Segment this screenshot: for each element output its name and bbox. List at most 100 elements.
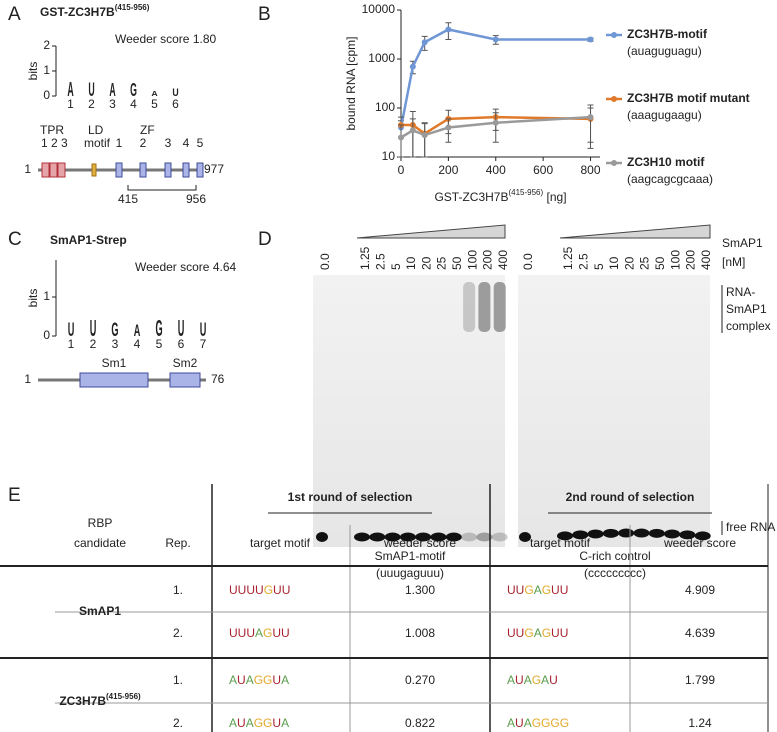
logo-position: 5 xyxy=(151,97,158,111)
logo-position: 1 xyxy=(68,337,75,351)
gel xyxy=(313,275,505,547)
weeder-score-cell: 0.822 xyxy=(405,716,435,730)
tpr-box xyxy=(57,162,66,178)
target-motif: UUUAGUU xyxy=(229,626,290,640)
logo-letter: U xyxy=(90,315,97,341)
sm-box xyxy=(169,372,201,388)
concentration-label: 5 xyxy=(389,263,403,270)
free-rna-band xyxy=(648,528,665,538)
concentration-label: 0.0 xyxy=(318,253,332,270)
logo-position: 5 xyxy=(156,337,163,351)
logo-position: 4 xyxy=(134,337,141,351)
panel-title: SmAP1-Strep xyxy=(50,233,127,247)
y-tick-label: 10000 xyxy=(362,2,396,16)
zf-number: 4 xyxy=(183,136,190,150)
zf-box xyxy=(164,162,172,178)
concentration-label: 200 xyxy=(684,250,698,270)
sm2-label: Sm2 xyxy=(173,356,198,370)
weeder-score-cell: 0.270 xyxy=(405,673,435,687)
rbp-candidate: SmAP1 xyxy=(79,604,121,618)
data-point xyxy=(587,36,594,43)
weeder-score-cell: 4.639 xyxy=(685,626,715,640)
concentration-label: 20 xyxy=(419,256,433,270)
range-bracket xyxy=(127,185,197,191)
series-line xyxy=(399,28,591,128)
gradient-wedge xyxy=(356,224,506,239)
logo-letter: A xyxy=(67,79,73,101)
concentration-label: 5 xyxy=(592,263,606,270)
tpr-box xyxy=(41,162,50,178)
rep-number: 2. xyxy=(173,716,183,730)
tpr-label: TPR xyxy=(40,123,64,137)
gel-sequence: (uuugaguuu) xyxy=(376,566,444,580)
legend-name: ZC3H7B motif mutant xyxy=(627,91,750,105)
range-start: 415 xyxy=(118,192,138,206)
logo-tick-label: 0 xyxy=(43,88,50,102)
panel-label: D xyxy=(258,229,272,250)
error-bar xyxy=(445,118,452,143)
y-tick-label: 100 xyxy=(375,100,395,114)
rbp-candidate: ZC3H7B(415-956) xyxy=(59,692,141,708)
tpr-box xyxy=(49,162,58,178)
x-tick-label: 200 xyxy=(438,163,458,177)
logo-letter: A xyxy=(134,321,141,339)
candidate-name: SmAP1 xyxy=(79,604,121,618)
range-end: 956 xyxy=(186,192,206,206)
logo-tick-label: 2 xyxy=(43,38,50,52)
logo-position: 2 xyxy=(88,97,95,111)
motif-header: target motif xyxy=(250,536,311,550)
y-axis-label: bound RNA [cpm] xyxy=(344,36,358,130)
ld-box xyxy=(91,163,97,177)
logo-position: 7 xyxy=(200,337,207,351)
free-rna-band xyxy=(399,532,416,542)
concentration-label: 400 xyxy=(496,250,510,270)
concentration-label: 50 xyxy=(450,256,464,270)
free-rna-band xyxy=(633,528,650,538)
motif-header: target motif xyxy=(530,536,591,550)
free-rna-band xyxy=(445,532,462,542)
panel-label: C xyxy=(8,229,22,250)
y-tick-label: 1000 xyxy=(368,51,395,65)
candidate-name: ZC3H7B xyxy=(59,694,106,708)
logo-axis-label: bits xyxy=(26,62,40,81)
logo-position: 6 xyxy=(172,97,179,111)
logo-axis-label: bits xyxy=(26,289,40,308)
data-point xyxy=(409,127,416,134)
free-rna-band xyxy=(384,532,401,542)
concentration-label: 200 xyxy=(481,250,495,270)
zf-number: 2 xyxy=(140,136,147,150)
sm1-label: Sm1 xyxy=(102,356,127,370)
complex-smear xyxy=(493,282,506,332)
round-header: 1st round of selection xyxy=(288,490,413,504)
concentration-label: 1.25 xyxy=(561,246,575,270)
free-rna-band xyxy=(430,532,447,542)
zf-box xyxy=(115,162,123,178)
legend-marker xyxy=(611,32,617,38)
rep-number: 2. xyxy=(173,626,183,640)
free-rna-band xyxy=(602,528,619,538)
domain-end: 977 xyxy=(204,162,224,176)
gradient-wedge xyxy=(559,224,711,239)
free-rna-band xyxy=(476,532,493,542)
gel-sequence: (ccccccccc) xyxy=(584,566,646,580)
data-point xyxy=(445,124,452,131)
logo-letter: U xyxy=(68,319,75,341)
zf-box xyxy=(182,162,190,178)
score-header: weeder score xyxy=(663,536,736,550)
legend-sequence: (aagcagcgcaaa) xyxy=(627,172,713,186)
rep-header: Rep. xyxy=(165,536,190,550)
target-motif: UUGAGUU xyxy=(507,626,568,640)
panel-label: A xyxy=(8,4,21,25)
title-superscript: (415-956) xyxy=(115,3,150,12)
target-motif: UUGAGUU xyxy=(507,583,568,597)
candidate-superscript: (415-956) xyxy=(106,692,141,701)
zf-number: 1 xyxy=(116,136,123,150)
concentration-label: 10 xyxy=(607,256,621,270)
data-point xyxy=(421,132,428,139)
data-point xyxy=(445,26,452,33)
ld-label: LD xyxy=(88,123,104,137)
legend-name: ZC3H10 motif xyxy=(627,155,705,169)
concentration-label: 100 xyxy=(465,250,479,270)
free-label: free RNA xyxy=(726,520,775,534)
